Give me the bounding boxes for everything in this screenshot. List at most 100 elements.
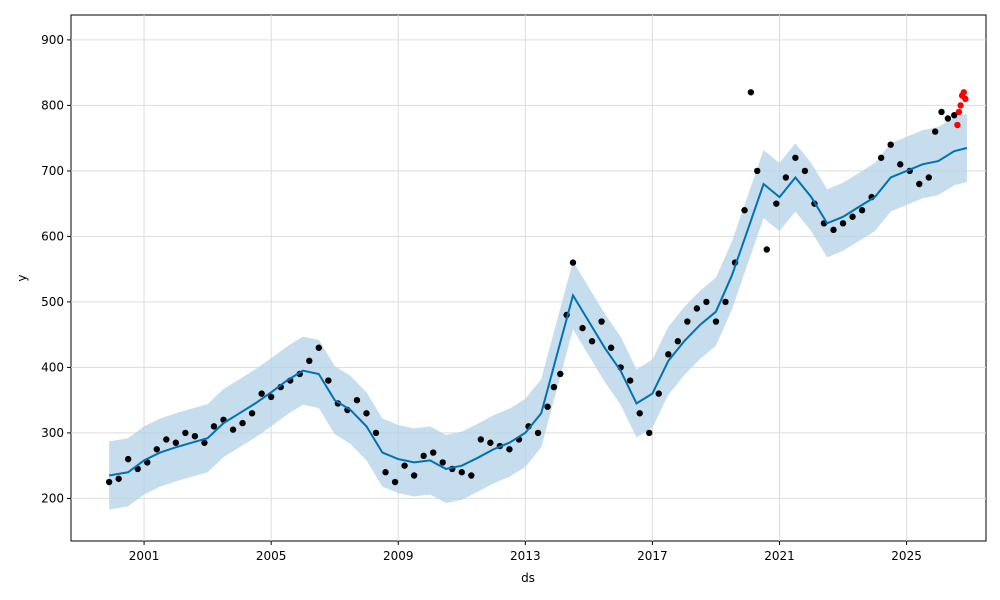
observed-point bbox=[674, 338, 682, 345]
observed-point bbox=[741, 207, 748, 214]
observed-point bbox=[115, 475, 122, 482]
observed-point bbox=[468, 472, 475, 479]
observed-point bbox=[124, 455, 132, 463]
observed-point bbox=[172, 439, 180, 446]
observed-point bbox=[588, 338, 596, 345]
observed-point bbox=[801, 167, 809, 175]
observed-point bbox=[712, 318, 720, 325]
y-tick-label: 700 bbox=[41, 164, 64, 178]
observed-point bbox=[916, 180, 923, 188]
observed-point bbox=[353, 396, 361, 404]
observed-point bbox=[607, 344, 615, 351]
observed-point bbox=[557, 370, 564, 378]
x-tick-label: 2021 bbox=[764, 549, 795, 563]
x-tick-label: 2017 bbox=[637, 549, 668, 563]
observed-point bbox=[598, 318, 605, 325]
y-tick-label: 800 bbox=[41, 98, 64, 112]
y-tick-label: 500 bbox=[41, 295, 64, 309]
observed-point bbox=[382, 469, 389, 476]
observed-point bbox=[534, 429, 542, 437]
x-tick-label: 2001 bbox=[129, 549, 160, 563]
observed-point bbox=[684, 318, 691, 325]
observed-point bbox=[410, 472, 418, 479]
observed-point bbox=[754, 167, 761, 175]
observed-point bbox=[144, 459, 151, 466]
forecast-line bbox=[108, 147, 968, 477]
recent-point bbox=[960, 89, 967, 96]
observed-point bbox=[458, 469, 465, 476]
observed-point bbox=[951, 112, 958, 119]
observed-point bbox=[153, 446, 160, 453]
observed-point bbox=[229, 426, 237, 433]
observed-point bbox=[722, 298, 729, 306]
observed-point bbox=[703, 298, 710, 306]
observed-point bbox=[315, 344, 323, 351]
observed-point bbox=[665, 351, 672, 358]
observed-point bbox=[191, 432, 199, 440]
observed-point bbox=[792, 154, 799, 161]
observed-point bbox=[163, 436, 170, 443]
observed-point bbox=[579, 324, 586, 332]
observed-point bbox=[420, 452, 427, 460]
x-tick-label: 2025 bbox=[891, 549, 922, 563]
observed-point bbox=[877, 154, 885, 161]
observed-point bbox=[569, 259, 577, 266]
observed-point bbox=[201, 439, 208, 446]
observed-point bbox=[391, 478, 399, 486]
observed-point bbox=[306, 357, 313, 365]
observed-point bbox=[105, 478, 113, 486]
observed-point bbox=[429, 449, 437, 456]
observed-point bbox=[938, 108, 945, 116]
observed-point bbox=[849, 213, 856, 220]
observed-point bbox=[372, 429, 380, 437]
observed-point bbox=[830, 226, 837, 234]
observed-point bbox=[782, 174, 790, 181]
recent-point bbox=[957, 102, 964, 109]
observed-point bbox=[763, 246, 770, 253]
observed-point bbox=[363, 410, 370, 417]
observed-point bbox=[925, 174, 933, 181]
forecast-line-path bbox=[108, 147, 968, 477]
observed-point bbox=[646, 429, 653, 437]
observed-point bbox=[897, 161, 904, 168]
y-axis-label: y bbox=[15, 274, 29, 281]
y-tick-label: 600 bbox=[41, 229, 64, 243]
observed-point bbox=[487, 439, 494, 446]
x-axis-label: ds bbox=[521, 571, 535, 585]
observed-point bbox=[258, 390, 265, 397]
observed-point bbox=[931, 128, 939, 135]
observed-point bbox=[248, 410, 256, 417]
observed-point bbox=[636, 410, 643, 417]
observed-point bbox=[477, 436, 485, 443]
observed-points bbox=[105, 89, 958, 486]
observed-point bbox=[439, 459, 446, 466]
observed-point bbox=[858, 207, 866, 214]
uncertainty-band-area bbox=[109, 113, 967, 510]
observed-point bbox=[693, 305, 701, 312]
observed-point bbox=[401, 462, 408, 469]
observed-point bbox=[747, 89, 755, 96]
recent-point bbox=[954, 121, 961, 129]
y-tick-label: 400 bbox=[41, 360, 64, 374]
recent-points bbox=[954, 89, 969, 129]
y-tick-label: 300 bbox=[41, 426, 64, 440]
x-tick-label: 2005 bbox=[256, 549, 287, 563]
x-tick-label: 2013 bbox=[510, 549, 541, 563]
x-tick-label: 2009 bbox=[383, 549, 414, 563]
observed-point bbox=[210, 423, 218, 430]
uncertainty-band bbox=[109, 113, 967, 510]
observed-point bbox=[626, 377, 634, 384]
observed-point bbox=[506, 446, 513, 453]
observed-point bbox=[944, 115, 952, 122]
observed-point bbox=[325, 377, 332, 384]
observed-point bbox=[839, 220, 847, 227]
observed-point bbox=[550, 383, 558, 391]
axis-ticks: 2001 2005 2009 2013 2017 2021 2025 200 300 400 500… bbox=[41, 33, 922, 563]
observed-point bbox=[182, 429, 189, 437]
observed-point bbox=[544, 403, 551, 410]
observed-point bbox=[267, 393, 275, 401]
observed-point bbox=[655, 390, 662, 397]
recent-point bbox=[955, 108, 963, 116]
observed-point bbox=[239, 419, 246, 427]
